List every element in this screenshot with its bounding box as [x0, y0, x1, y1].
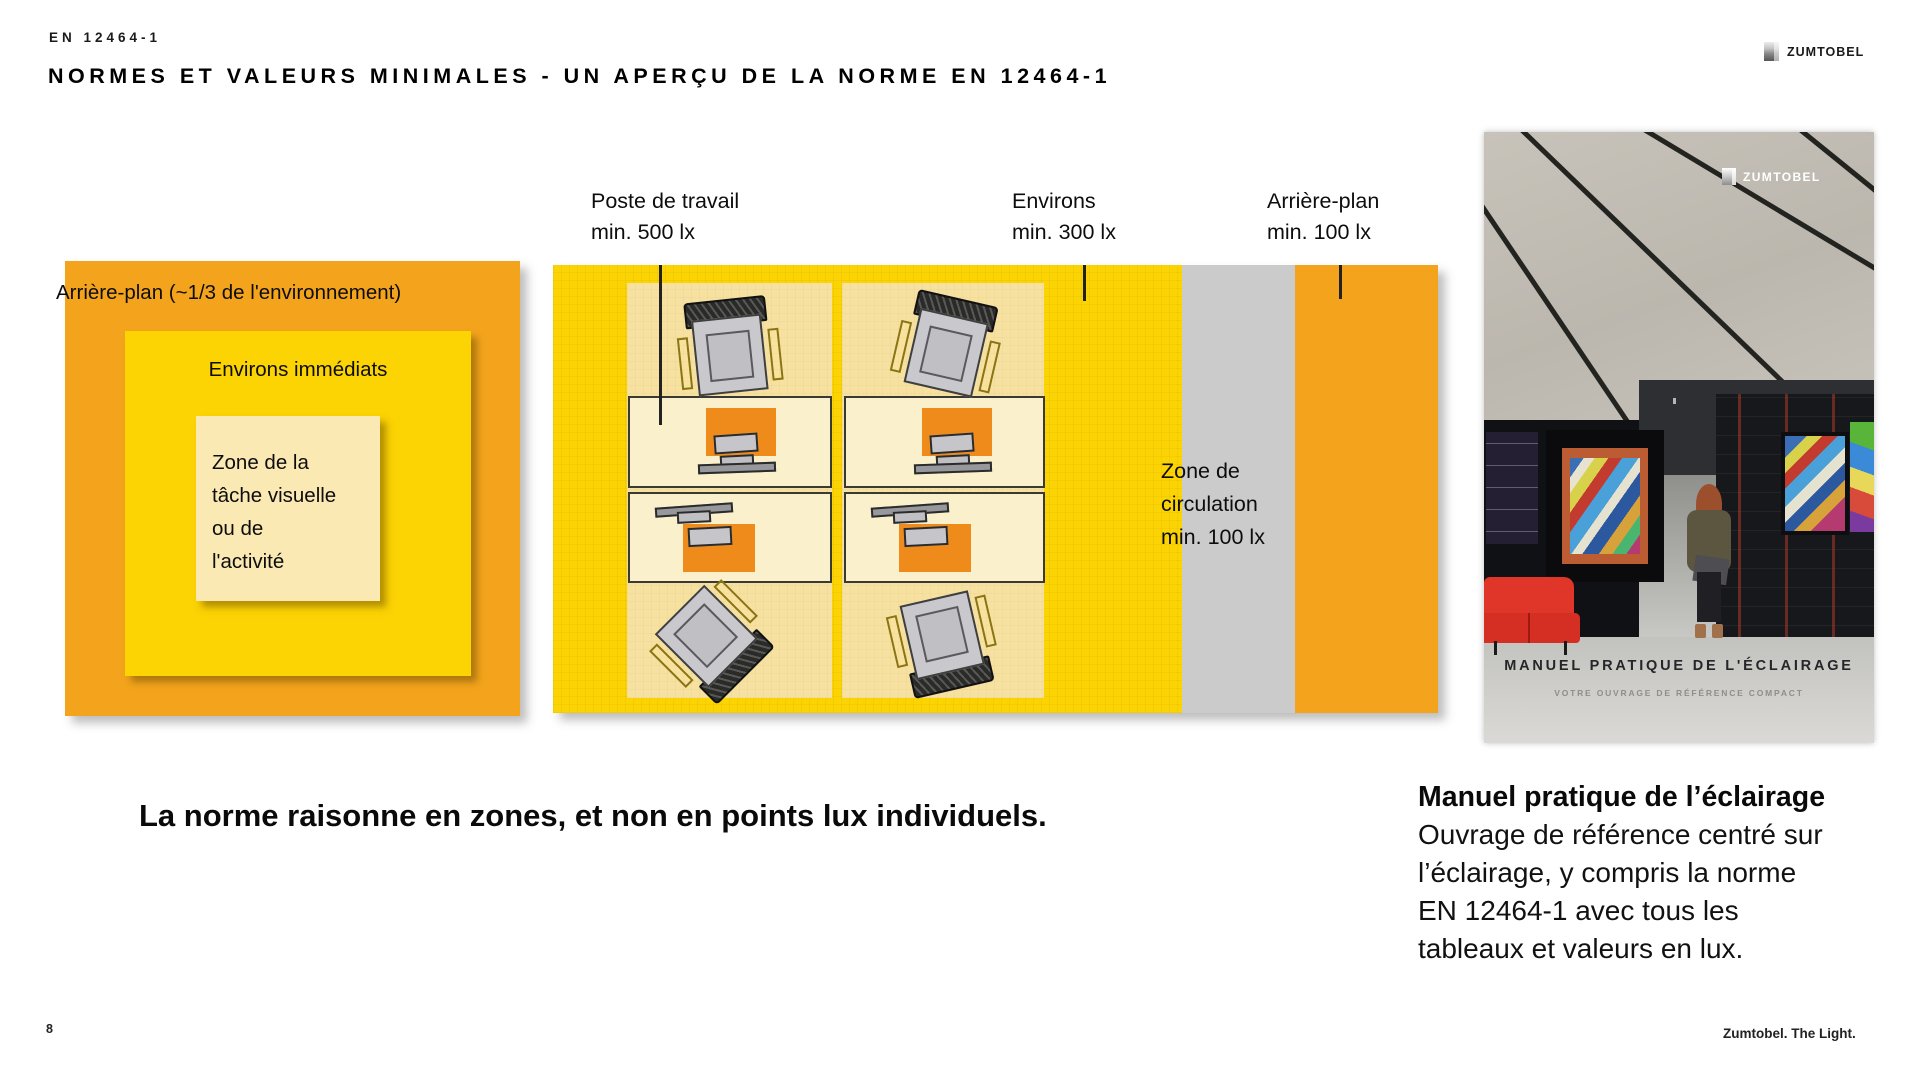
visitor-legs	[1697, 572, 1721, 622]
workstation-label: Poste de travail min. 500 lx	[591, 189, 740, 244]
circulation-zone-strip	[1182, 265, 1295, 713]
workstation-leader-line	[659, 265, 662, 425]
desk	[628, 396, 832, 488]
circulation-zone-label: Zone de circulation min. 100 lx	[1161, 459, 1265, 549]
zumtobel-logo-icon	[1764, 42, 1779, 61]
monitor-icon	[687, 525, 733, 548]
visitor-boot	[1695, 624, 1706, 638]
office-floor-plan: Zone de circulation min. 100 lx	[553, 265, 1438, 713]
cover-zumtobel-logo-icon	[1722, 168, 1736, 185]
background-zone-label: Arrière-plan (~1/3 de l'environnement)	[56, 281, 402, 304]
cover-zumtobel-logo-text: ZUMTOBEL	[1743, 169, 1821, 184]
cover-zumtobel-logo: ZUMTOBEL	[1722, 168, 1821, 185]
wall-info-panel	[1486, 432, 1538, 544]
surroundings-leader-line	[1083, 265, 1086, 301]
manual-book-cover: ZUMTOBEL MANUEL PRATIQUE DE L'ÉCLAIRAGE …	[1484, 132, 1874, 743]
cover-title: MANUEL PRATIQUE DE L'ÉCLAIRAGE	[1504, 658, 1854, 674]
sofa-leg	[1494, 641, 1497, 655]
page-number: 8	[46, 1022, 53, 1036]
key-statement: La norme raisonne en zones, et non en po…	[139, 798, 1047, 833]
gallery-floor	[1484, 637, 1874, 743]
footer-tagline: Zumtobel. The Light.	[1723, 1026, 1856, 1041]
immediate-surroundings-label: Environs immédiats	[208, 358, 388, 381]
chair-seat	[691, 313, 769, 397]
book-info-heading: Manuel pratique de l’éclairage	[1418, 781, 1826, 813]
painting	[1781, 432, 1849, 535]
zumtobel-logo: ZUMTOBEL	[1764, 42, 1864, 61]
surroundings-label: Environs min. 300 lx	[1012, 189, 1116, 244]
desk	[628, 492, 832, 583]
cover-subtitle: VOTRE OUVRAGE DE RÉFÉRENCE COMPACT	[1554, 688, 1804, 698]
book-info-body: Ouvrage de référence centré sur l’éclair…	[1418, 819, 1823, 964]
visitor-boot	[1712, 624, 1723, 638]
background-leader-line	[1339, 265, 1342, 299]
zumtobel-logo-text: ZUMTOBEL	[1787, 44, 1865, 59]
desk	[844, 396, 1045, 488]
sofa-leg	[1564, 641, 1567, 655]
monitor-icon	[903, 525, 949, 548]
book-info-block: Manuel pratique de l’éclairage Ouvrage d…	[1418, 778, 1898, 968]
background-zone-strip	[1295, 265, 1438, 713]
monitor-icon	[929, 432, 975, 455]
page-title: NORMES ET VALEURS MINIMALES - UN APERÇU …	[48, 64, 1112, 88]
task-zone-label: Zone de la tâche visuelle ou de l'activi…	[212, 451, 337, 573]
chair-seat	[903, 307, 989, 398]
red-sofa-seat	[1484, 613, 1580, 643]
keyboard-icon	[892, 510, 928, 524]
task-zone-box	[196, 416, 380, 601]
office-chair-icon	[676, 294, 784, 399]
chair-seat	[899, 590, 985, 681]
monitor-icon	[713, 432, 759, 455]
desk-edge	[697, 461, 777, 475]
desk	[844, 492, 1045, 583]
keyboard-icon	[676, 510, 712, 524]
painting	[1570, 458, 1640, 554]
desk-edge	[913, 461, 993, 475]
painting	[1850, 422, 1874, 532]
norm-reference: EN 12464-1	[49, 30, 162, 45]
background-label: Arrière-plan min. 100 lx	[1267, 189, 1380, 244]
